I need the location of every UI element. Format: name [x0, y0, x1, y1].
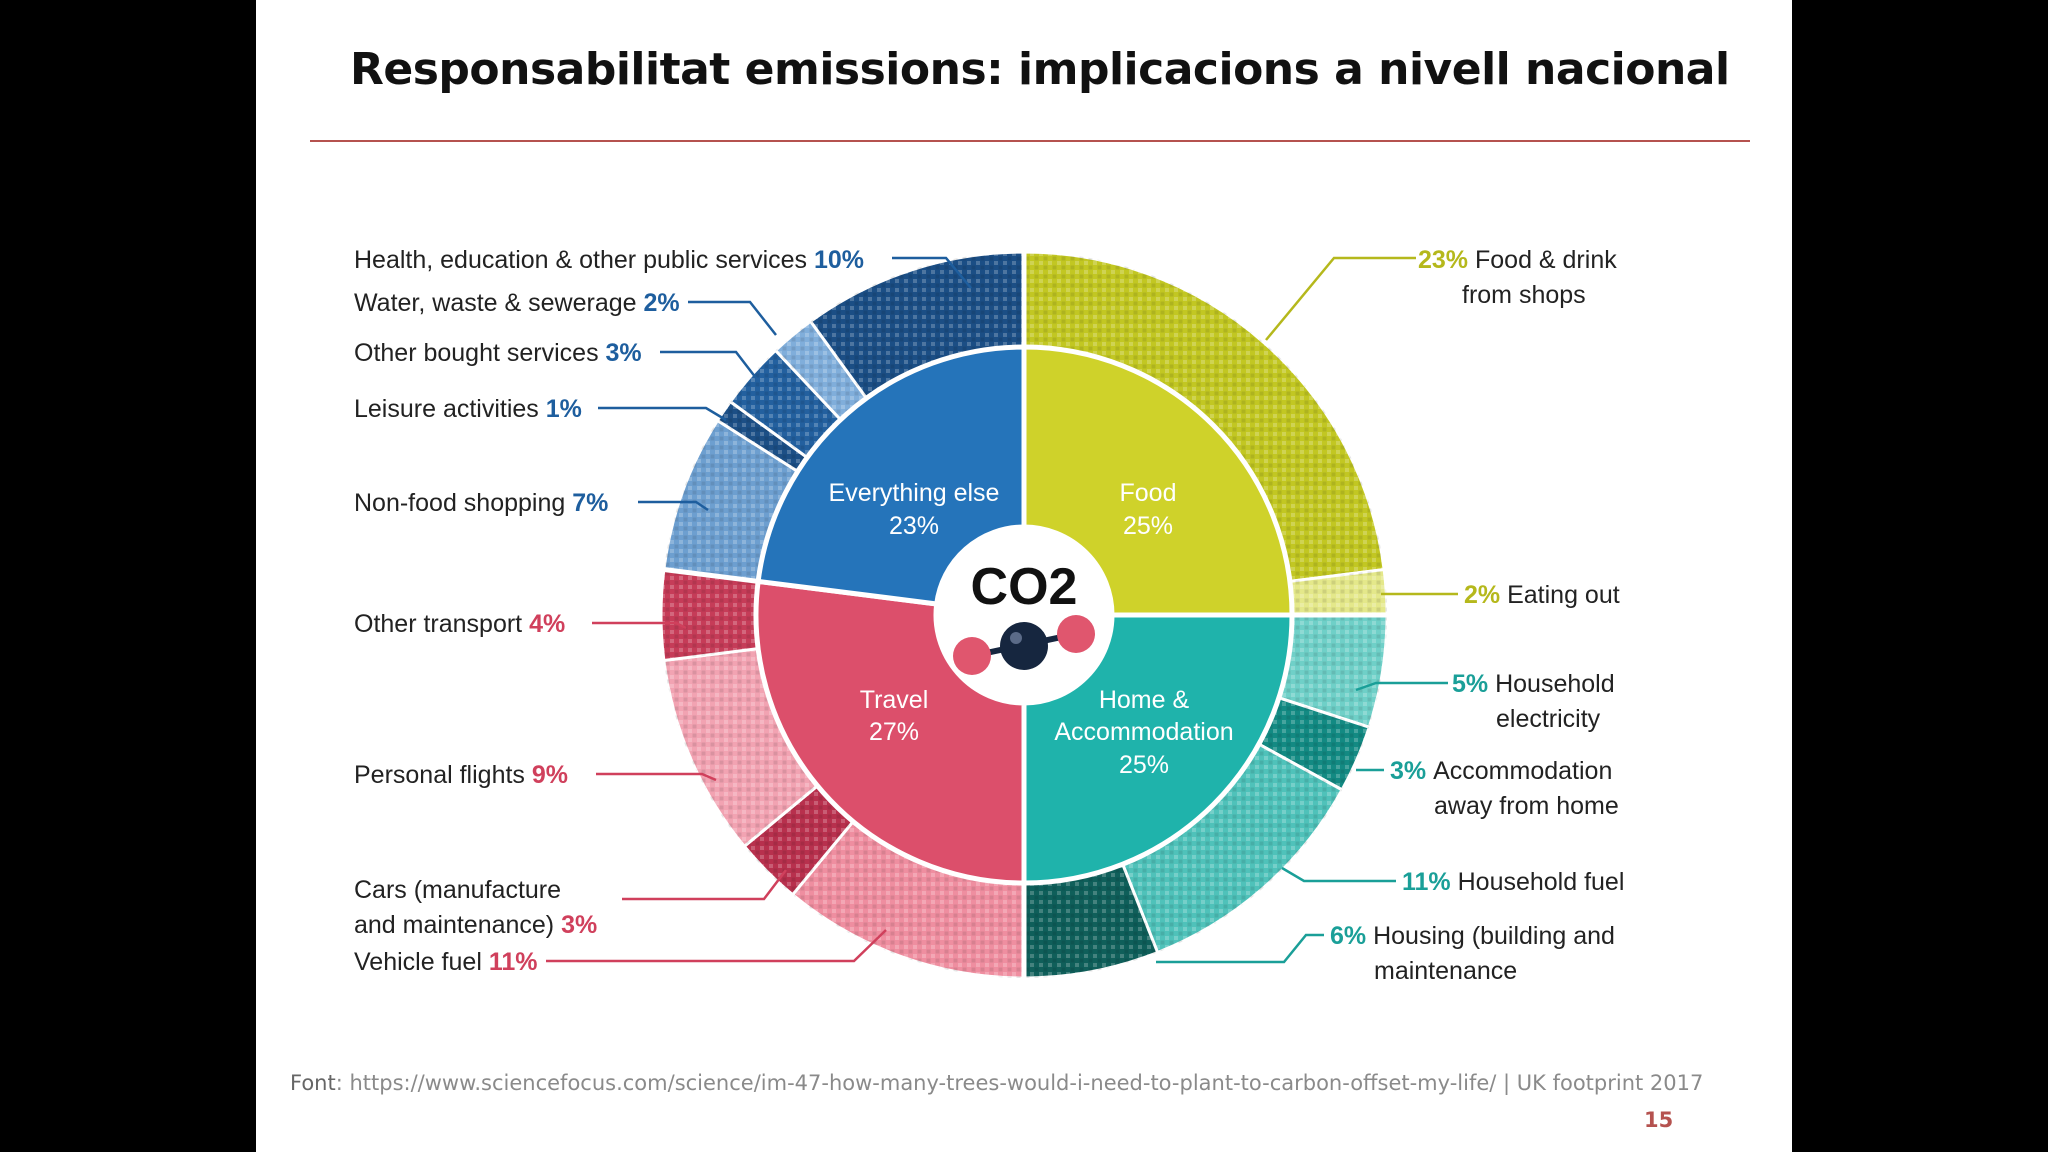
outer-value-other-transport: 4%	[529, 610, 565, 638]
outer-texture-health-education-and-other-public-services	[810, 252, 1024, 399]
source-text: : https://www.sciencefocus.com/science/i…	[335, 1071, 1704, 1095]
outer-label-accommodation-away-from-home: 3% Accommodation	[1390, 757, 1612, 785]
outer-texture-leisure-activities	[717, 401, 808, 472]
co2-molecule-icon	[953, 615, 1095, 675]
outer-label-cars-manufacture-and-maintenance: Cars (manufacture	[354, 876, 561, 904]
outer-label-eating-out: 2% Eating out	[1464, 581, 1620, 609]
outer-label-household-electricity: 5% Household	[1452, 670, 1615, 698]
outer-label-food-and-drink-from-shops-2: from shops	[1462, 281, 1586, 309]
inner-labels: Food 25% Home & Accommodation 25% Travel 27% Ev…	[829, 479, 1234, 779]
leader-other-bought-services	[660, 350, 757, 379]
inner-label-home-and-accommodation-2: Accommodation	[1054, 718, 1233, 746]
inner-value-home-and-accommodation: 25%	[1119, 751, 1169, 779]
outer-texture-housing-building-and-maintenance	[1024, 864, 1158, 978]
slide: Responsabilitat emissions: implicacions …	[256, 0, 1792, 1152]
outer-value-leisure-activities: 1%	[546, 395, 582, 423]
inner-label-home-and-accommodation: Home &	[1099, 686, 1190, 714]
outer-texture-accommodation-away-from-home	[1258, 697, 1370, 790]
outer-texture-household-electricity	[1278, 615, 1387, 728]
inner-label-travel: Travel	[860, 686, 929, 714]
leader-leisure-activities	[598, 406, 727, 422]
outer-value-household-electricity: 5%	[1452, 670, 1495, 698]
leader-water-waste-and-sewerage	[688, 300, 777, 336]
outer-label-housing-building-and-maintenance-2: maintenance	[1374, 957, 1517, 985]
title-divider	[310, 140, 1750, 142]
outer-value-housing-building-and-maintenance: 6%	[1330, 922, 1373, 950]
outer-value-accommodation-away-from-home: 3%	[1390, 757, 1433, 785]
outer-label-health-education-and-other-public-services: Health, education & other public service…	[354, 246, 864, 274]
outer-texture-household-fuel	[1122, 744, 1343, 953]
outer-value-cars-manufacture-and-maintenance: 3%	[561, 911, 597, 939]
outer-texture-eating-out	[1289, 569, 1387, 615]
inner-ring	[753, 344, 1295, 886]
inner-value-travel: 27%	[869, 718, 919, 746]
leader-household-electricity	[1355, 681, 1448, 692]
outer-texture-vehicle-fuel	[792, 821, 1024, 978]
outer-texture-other-transport	[661, 569, 759, 661]
page-number: 15	[1644, 1108, 1674, 1132]
outer-label-non-food-shopping: Non-food shopping 7%	[354, 489, 608, 517]
outer-label-other-transport: Other transport 4%	[354, 610, 565, 638]
inner-label-food: Food	[1120, 479, 1177, 507]
outer-texture-personal-flights	[663, 648, 818, 847]
leader-personal-flights	[596, 772, 717, 782]
outer-value-personal-flights: 9%	[532, 761, 568, 789]
outer-value-health-education-and-other-public-services: 10%	[814, 246, 864, 274]
outer-label-household-electricity-2: electricity	[1496, 705, 1601, 733]
outer-labels: 23% Food & drink from shops 2% Eating out 5…	[354, 246, 1624, 985]
inner-value-food: 25%	[1123, 512, 1173, 540]
leader-health-education-and-other-public-services	[892, 256, 972, 289]
source-label: Font	[290, 1071, 336, 1095]
leader-housing-building-and-maintenance	[1156, 933, 1324, 964]
source-citation: Font: https://www.sciencefocus.com/scien…	[290, 1071, 1703, 1095]
leader-non-food-shopping	[638, 500, 709, 512]
outer-texture-food-and-drink-from-shops	[1024, 252, 1385, 582]
outer-value-eating-out: 2%	[1464, 581, 1507, 609]
outer-texture-other-bought-services	[730, 350, 841, 458]
outer-ring	[659, 250, 1389, 980]
outer-texture-cars-manufacture-and-maintenance	[744, 785, 854, 895]
outer-label-water-waste-and-sewerage: Water, waste & sewerage 2%	[354, 289, 680, 317]
outer-value-other-bought-services: 3%	[606, 339, 642, 367]
outer-texture-water-waste-and-sewerage	[775, 321, 867, 420]
outer-label-leisure-activities: Leisure activities 1%	[354, 395, 582, 423]
outer-label-accommodation-away-from-home-2: away from home	[1434, 792, 1619, 820]
outer-value-non-food-shopping: 7%	[572, 489, 608, 517]
outer-value-vehicle-fuel: 11%	[489, 948, 538, 976]
outer-value-water-waste-and-sewerage: 2%	[643, 289, 679, 317]
outer-label-housing-building-and-maintenance: 6% Housing (building and	[1330, 922, 1615, 950]
leader-lines	[546, 256, 1458, 964]
outer-label-vehicle-fuel: Vehicle fuel 11%	[354, 948, 538, 976]
leader-vehicle-fuel	[546, 929, 887, 963]
inner-label-everything-else: Everything else	[829, 479, 1000, 507]
outer-label-household-fuel: 11% Household fuel	[1402, 868, 1624, 896]
outer-label-cars-manufacture-and-maintenance-2: and maintenance) 3%	[354, 911, 597, 939]
leader-other-transport	[592, 621, 687, 630]
inner-value-everything-else: 23%	[889, 512, 939, 540]
slide-title: Responsabilitat emissions: implicacions …	[350, 44, 1730, 95]
leader-food-and-drink-from-shops	[1265, 256, 1416, 341]
leader-cars-manufacture-and-maintenance	[622, 869, 787, 901]
outer-value-food-and-drink-from-shops: 23%	[1418, 246, 1475, 274]
leader-household-fuel	[1281, 866, 1396, 883]
outer-label-other-bought-services: Other bought services 3%	[354, 339, 642, 367]
outer-label-food-and-drink-from-shops: 23% Food & drink	[1418, 246, 1617, 274]
center-label: CO2	[971, 558, 1078, 616]
outer-label-personal-flights: Personal flights 9%	[354, 761, 568, 789]
outer-value-household-fuel: 11%	[1402, 868, 1458, 896]
